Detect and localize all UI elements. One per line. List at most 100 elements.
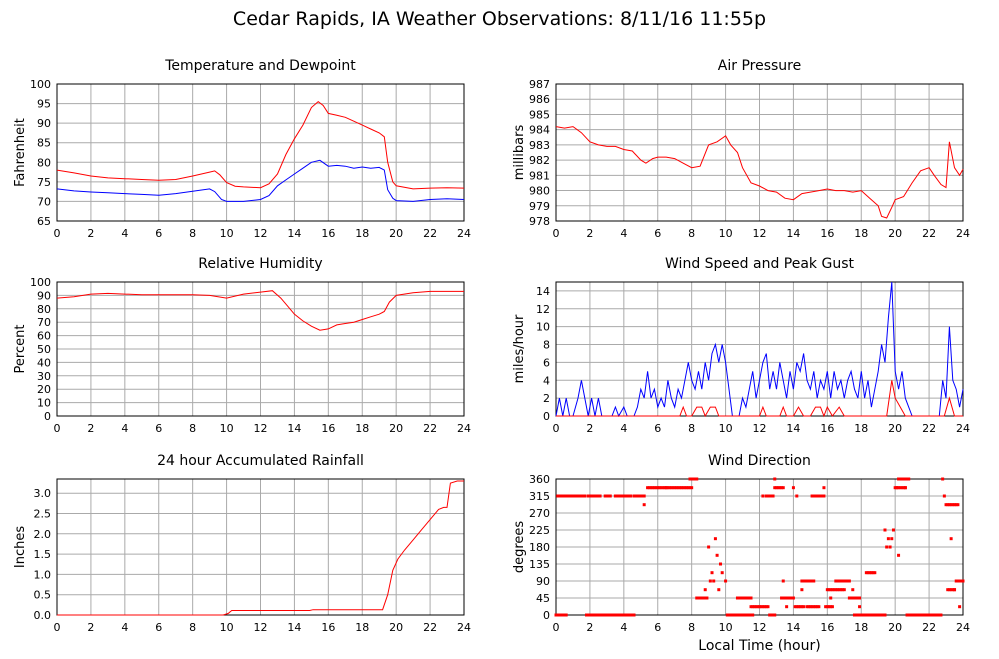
y-tick-label: 4 <box>543 374 550 387</box>
data-point <box>649 486 653 490</box>
y-tick-label: 14 <box>536 285 550 298</box>
data-point <box>958 579 962 583</box>
data-point <box>556 613 560 617</box>
data-point <box>673 486 677 490</box>
data-point <box>608 613 612 617</box>
data-point <box>937 613 941 617</box>
data-point <box>691 477 695 481</box>
data-point <box>791 486 795 490</box>
data-point <box>810 494 814 498</box>
data-point <box>676 486 680 490</box>
y-axis-label: Fahrenheit <box>13 118 28 187</box>
data-point <box>581 494 585 498</box>
data-point <box>710 571 714 575</box>
data-point <box>868 571 872 575</box>
data-point <box>586 494 590 498</box>
y-tick-label: 80 <box>37 156 51 169</box>
data-point <box>861 613 865 617</box>
data-point <box>807 579 811 583</box>
data-point <box>802 605 806 609</box>
data-point <box>839 588 843 592</box>
y-tick-label: 180 <box>529 541 550 554</box>
data-point <box>849 596 853 600</box>
data-point <box>813 494 817 498</box>
data-point <box>761 605 765 609</box>
data-point <box>605 613 609 617</box>
data-point <box>574 494 578 498</box>
data-point <box>622 613 626 617</box>
data-point <box>585 613 589 617</box>
data-point <box>839 579 843 583</box>
data-point <box>678 486 682 490</box>
data-point <box>695 596 699 600</box>
x-tick-label: 8 <box>688 422 695 435</box>
data-point <box>554 613 558 617</box>
y-tick-label: 1.0 <box>34 568 52 581</box>
data-point <box>807 605 811 609</box>
x-tick-label: 18 <box>854 621 868 634</box>
data-point <box>761 494 765 498</box>
data-point <box>564 494 568 498</box>
data-point <box>591 494 595 498</box>
data-point <box>607 494 611 498</box>
data-point <box>758 605 761 609</box>
data-point <box>603 494 607 498</box>
x-tick-label: 14 <box>287 422 301 435</box>
y-tick-label: 85 <box>37 137 51 150</box>
data-point <box>897 486 901 490</box>
data-point <box>842 579 846 583</box>
data-point <box>588 613 592 617</box>
data-point <box>797 605 801 609</box>
data-point <box>766 494 770 498</box>
data-point <box>956 579 960 583</box>
data-point <box>724 579 728 583</box>
data-point <box>841 588 845 592</box>
data-point <box>905 613 909 617</box>
y-tick-label: 10 <box>37 397 51 410</box>
data-point <box>735 596 739 600</box>
data-point <box>873 571 877 575</box>
data-point <box>669 486 673 490</box>
data-point <box>568 494 572 498</box>
data-point <box>562 494 566 498</box>
chart-title: Temperature and Dewpoint <box>164 58 356 74</box>
data-point <box>903 477 907 481</box>
x-tick-label: 4 <box>121 422 128 435</box>
series-line <box>556 380 963 418</box>
data-point <box>729 613 733 617</box>
data-point <box>790 596 794 600</box>
x-tick-label: 20 <box>389 422 403 435</box>
x-tick-label: 22 <box>922 227 936 240</box>
plot-frame <box>555 478 964 616</box>
data-point <box>615 613 619 617</box>
y-tick-label: 986 <box>529 93 550 106</box>
data-point <box>627 613 631 617</box>
data-point <box>825 588 829 592</box>
data-point <box>883 613 887 617</box>
data-point <box>854 596 858 600</box>
data-point <box>885 545 889 549</box>
x-tick-label: 18 <box>355 422 369 435</box>
data-point <box>603 613 607 617</box>
data-point <box>959 579 963 583</box>
y-tick-label: 2 <box>543 392 550 405</box>
data-point <box>836 588 840 592</box>
data-point <box>907 613 911 617</box>
data-point <box>808 605 812 609</box>
data-point <box>925 613 929 617</box>
x-tick-label: 16 <box>321 422 335 435</box>
x-tick-label: 4 <box>620 621 627 634</box>
data-point <box>774 486 778 490</box>
x-tick-label: 24 <box>457 227 471 240</box>
data-point <box>744 596 748 600</box>
y-tick-label: 983 <box>529 139 550 152</box>
data-point <box>946 503 950 507</box>
data-point <box>578 494 582 498</box>
x-tick-label: 6 <box>654 227 661 240</box>
data-point <box>910 613 914 617</box>
data-point <box>661 486 665 490</box>
y-tick-label: 978 <box>529 215 550 228</box>
data-point <box>659 486 663 490</box>
data-point <box>941 477 945 481</box>
